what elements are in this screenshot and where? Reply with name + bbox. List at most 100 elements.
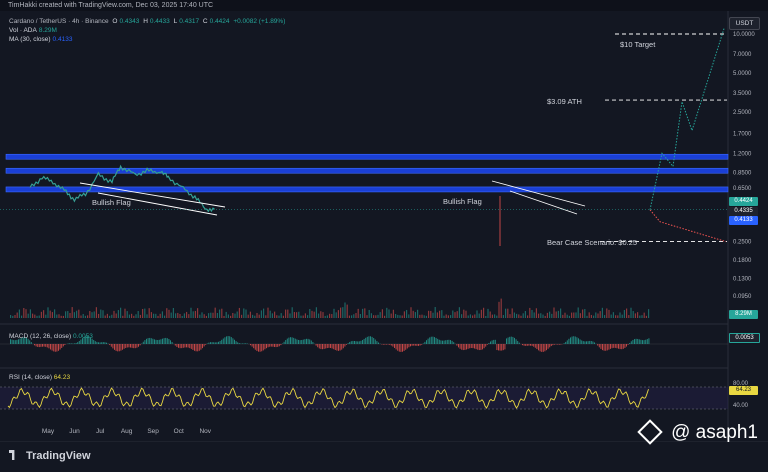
macd-bar <box>162 339 163 344</box>
volume-bar <box>267 308 268 318</box>
high-price-badge: 0.4335 <box>729 207 758 216</box>
volume-bar <box>366 315 367 318</box>
macd-bar <box>183 344 184 348</box>
macd-bar <box>130 344 131 348</box>
macd-bar <box>255 344 256 350</box>
volume-bar <box>133 316 134 318</box>
macd-bar <box>192 344 193 350</box>
macd-bar <box>336 344 337 351</box>
volume-bar <box>155 314 156 318</box>
volume-bar <box>67 311 68 318</box>
volume-bar <box>608 310 609 318</box>
volume-bar <box>177 313 178 318</box>
macd-bar <box>525 344 526 346</box>
macd-bar <box>410 344 411 346</box>
macd-bar <box>476 344 477 349</box>
macd-bar <box>159 340 160 344</box>
rsi-tick-label: 40.00 <box>733 403 749 409</box>
macd-bar <box>559 344 560 345</box>
macd-bar <box>72 343 73 344</box>
volume-bar <box>149 308 150 318</box>
volume-bar <box>474 314 475 318</box>
macd-bar <box>261 344 262 351</box>
volume-bar <box>417 310 418 318</box>
macd-bar <box>189 344 190 348</box>
bull-projection <box>650 29 724 210</box>
macd-bar <box>308 339 309 344</box>
price-tick-label: 5.0000 <box>733 71 752 77</box>
macd-bar <box>484 344 485 348</box>
macd-bar <box>80 340 81 344</box>
macd-bar <box>405 344 406 350</box>
macd-bar <box>50 344 51 349</box>
macd-bar <box>573 336 574 344</box>
macd-bar <box>333 344 334 349</box>
macd-bar <box>360 341 361 344</box>
macd-bar <box>127 344 128 347</box>
volume-bar <box>153 314 154 318</box>
volume-bar <box>28 314 29 318</box>
macd-bar <box>207 343 208 344</box>
volume-bar <box>536 308 537 318</box>
volume-bar <box>129 315 130 318</box>
macd-bar <box>18 339 19 344</box>
macd-bar <box>527 344 528 346</box>
volume-bar <box>265 315 266 318</box>
volume-bar <box>644 313 645 318</box>
macd-bar <box>352 341 353 344</box>
macd-bar <box>445 340 446 344</box>
tradingview-logo[interactable]: TradingView <box>9 450 91 462</box>
macd-bar <box>549 344 550 347</box>
time-axis-label: Sep <box>147 428 159 435</box>
macd-bar <box>349 342 350 344</box>
volume-bar <box>107 314 108 318</box>
macd-bar <box>391 344 392 345</box>
macd-bar <box>501 344 502 351</box>
volume-bar <box>45 315 46 318</box>
macd-bar <box>343 344 344 348</box>
volume-bar <box>102 310 103 318</box>
macd-bar <box>648 338 649 344</box>
macd-bar <box>319 344 320 348</box>
macd-bar <box>119 344 120 351</box>
volume-bar <box>17 313 18 318</box>
time-axis-label: Jul <box>96 428 105 435</box>
chart-canvas[interactable]: 10.00007.00005.00003.50002.50001.70001.2… <box>0 11 768 441</box>
volume-bar <box>261 310 262 318</box>
volume-bar <box>96 307 97 318</box>
macd-bar <box>496 344 497 350</box>
macd-bar <box>311 340 312 344</box>
volume-bar <box>124 309 125 318</box>
volume-bar <box>384 316 385 318</box>
volume-bar <box>201 312 202 318</box>
volume-bar <box>175 313 176 318</box>
macd-bar <box>632 340 633 344</box>
macd-bar <box>191 344 192 349</box>
macd-bar <box>56 344 57 352</box>
currency-badge[interactable]: USDT <box>729 17 760 30</box>
macd-bar <box>357 341 358 344</box>
volume-bar <box>184 313 185 318</box>
volume-bar <box>215 308 216 318</box>
volume-bar <box>492 315 493 318</box>
macd-bar <box>263 344 264 350</box>
macd-bar <box>402 344 403 352</box>
macd-bar <box>541 344 542 352</box>
macd-bar <box>223 338 224 344</box>
macd-bar <box>125 344 126 348</box>
volume-bar <box>413 311 414 318</box>
volume-bar <box>562 315 563 318</box>
volume-bar <box>600 311 601 318</box>
volume-bar <box>314 312 315 318</box>
macd-bar <box>437 339 438 344</box>
macd-bar <box>160 339 161 344</box>
volume-bar <box>498 302 499 318</box>
volume-bar <box>329 314 330 318</box>
volume-bar <box>617 315 618 318</box>
volume-bar <box>518 314 519 318</box>
volume-bar <box>140 315 141 318</box>
macd-bar <box>591 341 592 344</box>
macd-bar <box>234 340 235 344</box>
volume-bar <box>575 312 576 318</box>
volume-bar <box>54 309 55 318</box>
